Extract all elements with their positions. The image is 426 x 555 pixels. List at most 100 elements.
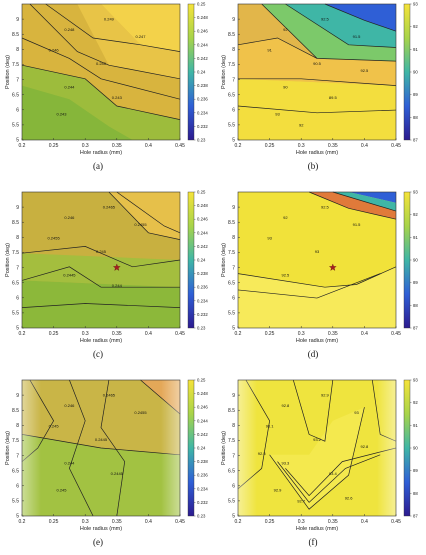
x-tick-label: 0.25 bbox=[265, 331, 275, 337]
x-axis-label: Hole radius (mm) bbox=[80, 150, 122, 156]
contour-label: 93.4 bbox=[329, 471, 338, 476]
contour-label: 92.5 bbox=[321, 16, 330, 21]
y-tick-label: 8 bbox=[16, 235, 19, 241]
colorbar-tick-label: 0.25 bbox=[197, 190, 206, 195]
colorbar-tick-label: 0.236 bbox=[197, 97, 208, 102]
contour-label: 92 bbox=[299, 122, 304, 127]
x-axis-label: Hole radius (mm) bbox=[80, 338, 122, 344]
colorbar-tick-label: 0.232 bbox=[197, 312, 208, 317]
contour-label: 0.2445 bbox=[111, 471, 124, 476]
colorbar-tick-label: 0.234 bbox=[197, 110, 208, 115]
contour-line bbox=[21, 303, 181, 308]
y-tick-label: 5 bbox=[232, 326, 235, 332]
colorbar-tick-label: 89 bbox=[413, 92, 418, 97]
colorbar-tick-label: 0.242 bbox=[197, 56, 208, 61]
contour-region bbox=[77, 4, 180, 79]
chart-panel-5: 0.24650.2460.24550.2450.24450.2440.24450… bbox=[5, 378, 208, 533]
contour-region bbox=[101, 4, 180, 52]
colorbar-tick-label: 0.238 bbox=[197, 459, 208, 464]
contour-region bbox=[22, 85, 133, 140]
contour-label: 0.243 bbox=[112, 95, 123, 100]
y-tick-label: 6 bbox=[16, 483, 19, 489]
y-tick-label: 9 bbox=[16, 393, 19, 399]
colorbar-tick-label: 90 bbox=[413, 446, 418, 451]
contour-label: 0.249 bbox=[104, 16, 115, 21]
colorbar-tick-label: 90 bbox=[413, 258, 418, 263]
x-tick-label: 0.2 bbox=[19, 331, 26, 337]
colorbar-tick-label: 93 bbox=[413, 2, 418, 7]
contour-label: 0.243 bbox=[56, 112, 67, 117]
y-axis-label: Position (deg) bbox=[221, 431, 227, 465]
x-tick-label: 0.4 bbox=[361, 143, 368, 149]
colorbar-tick-label: 0.23 bbox=[197, 138, 206, 143]
y-tick-label: 8.5 bbox=[12, 408, 19, 414]
contour-label: 93 bbox=[315, 249, 320, 254]
y-tick-label: 7 bbox=[232, 453, 235, 459]
colorbar-tick-label: 91 bbox=[413, 235, 418, 240]
chart-panel-4: 92.5 92 91.5 93 93 92.5 0.2 0.25 0.3 0.35 0.4 0.45 5… bbox=[221, 190, 418, 345]
y-tick-label: 8 bbox=[16, 47, 19, 53]
contour-label: 0.245 bbox=[56, 488, 67, 493]
contour-label: 90.5 bbox=[313, 61, 322, 66]
contour-label: 0.246 bbox=[49, 48, 60, 53]
colorbar bbox=[187, 379, 195, 517]
y-tick-label: 5 bbox=[16, 326, 19, 332]
chart-panel-6: 92.9 92.8 93 93.1 93.2 93.3 93.4 92.9 92.8 92.7 92… bbox=[221, 378, 418, 533]
contour-line bbox=[21, 37, 181, 100]
colorbar-tick-label: 0.246 bbox=[197, 217, 208, 222]
contour-label: 0.2465 bbox=[103, 204, 116, 209]
y-axis-label: Position (deg) bbox=[5, 55, 11, 89]
y-tick-label: 5 bbox=[232, 514, 235, 520]
colorbar bbox=[403, 379, 411, 517]
contour-line bbox=[108, 191, 181, 240]
y-tick-label: 5.5 bbox=[228, 499, 235, 505]
colorbar-tick-label: 0.234 bbox=[197, 486, 208, 491]
contour-label: 93 bbox=[275, 112, 280, 117]
colorbar-tick-label: 0.23 bbox=[197, 514, 206, 519]
contour-label: 0.2455 bbox=[134, 222, 147, 227]
colorbar-tick-label: 0.24 bbox=[197, 446, 206, 451]
contour-label: 93.1 bbox=[266, 424, 275, 429]
colorbar-tick-label: 0.244 bbox=[197, 230, 208, 235]
contour-region bbox=[285, 4, 396, 48]
x-tick-label: 0.45 bbox=[175, 519, 185, 525]
y-tick-label: 7 bbox=[16, 265, 19, 271]
edge-highlight bbox=[238, 380, 396, 516]
contour-label: 90 bbox=[283, 84, 288, 89]
contour-label: 0.247 bbox=[135, 34, 146, 39]
y-tick-label: 6.5 bbox=[228, 468, 235, 474]
plot-frame bbox=[237, 379, 397, 517]
colorbar-tick-label: 93 bbox=[413, 378, 418, 383]
contour-line bbox=[45, 3, 181, 52]
y-tick-label: 8.5 bbox=[228, 32, 235, 38]
y-tick-label: 6 bbox=[16, 107, 19, 113]
plot-frame bbox=[237, 3, 397, 141]
x-tick-label: 0.35 bbox=[112, 143, 122, 149]
colorbar-tick-label: 93 bbox=[413, 190, 418, 195]
contour-region bbox=[324, 4, 396, 32]
y-tick-label: 5 bbox=[16, 514, 19, 520]
panel-caption-e: (e) bbox=[93, 537, 103, 547]
x-tick-label: 0.4 bbox=[361, 519, 368, 525]
colorbar-tick-label: 0.24 bbox=[197, 258, 206, 263]
x-axis-label: Hole radius (mm) bbox=[296, 338, 338, 344]
y-tick-label: 7 bbox=[232, 265, 235, 271]
x-tick-label: 0.45 bbox=[391, 331, 401, 337]
x-tick-label: 0.45 bbox=[391, 519, 401, 525]
y-tick-label: 6.5 bbox=[228, 92, 235, 98]
contour-label: 92.6 bbox=[345, 496, 354, 501]
colorbar-tick-label: 0.236 bbox=[197, 473, 208, 478]
panel-caption-c: (c) bbox=[93, 349, 103, 359]
y-tick-label: 8 bbox=[232, 235, 235, 241]
x-tick-label: 0.2 bbox=[235, 143, 242, 149]
contour-label: 92.5 bbox=[282, 272, 291, 277]
x-tick-label: 0.2 bbox=[235, 331, 242, 337]
x-tick-label: 0.3 bbox=[298, 519, 305, 525]
panel-caption-d: (d) bbox=[307, 349, 319, 359]
y-tick-label: 8 bbox=[16, 423, 19, 429]
contour-label: 0.246 bbox=[64, 215, 75, 220]
chart-panel-3: 0.24650.2460.24550.24550.2450.24450.2440… bbox=[5, 190, 208, 345]
y-tick-label: 9 bbox=[16, 205, 19, 211]
contour-line bbox=[237, 37, 318, 59]
colorbar-tick-label: 0.246 bbox=[197, 29, 208, 34]
